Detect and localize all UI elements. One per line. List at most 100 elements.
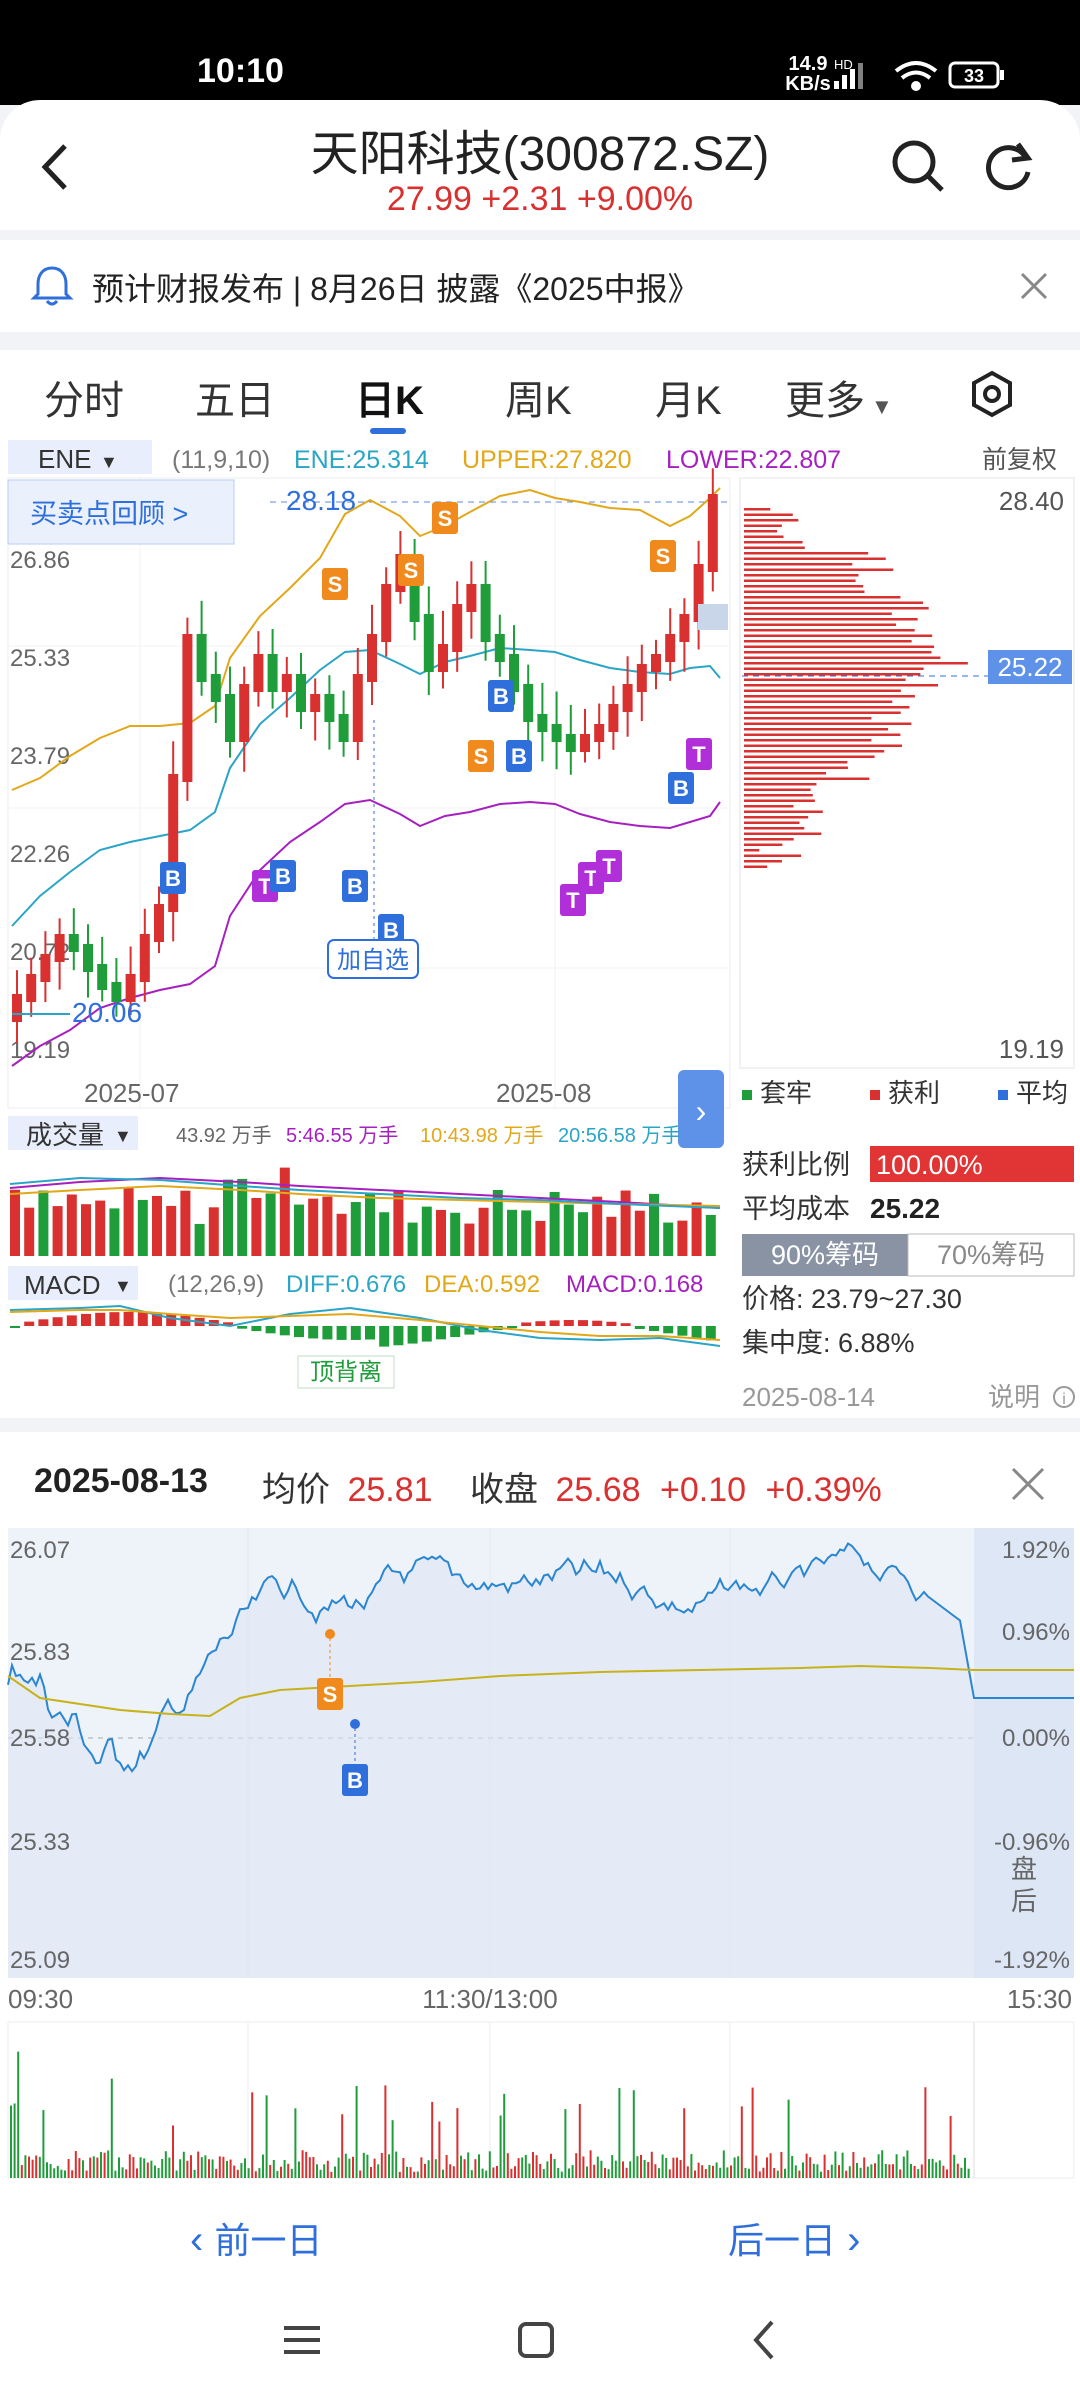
intraday-volume-bar — [305, 2151, 308, 2178]
intraday-volume-bar — [672, 2157, 675, 2178]
chip-bar — [744, 618, 918, 621]
y-left-tick: 25.83 — [10, 1639, 70, 1666]
back-icon[interactable] — [35, 142, 79, 192]
intraday-volume-bar — [920, 2164, 923, 2178]
chip-avg-badge — [988, 650, 1072, 684]
tab-monthly-k[interactable]: 月K — [655, 379, 722, 423]
chip-bar — [744, 783, 817, 786]
home-icon — [518, 2322, 554, 2358]
candle-body — [494, 634, 505, 662]
intraday-volume-bar — [85, 2170, 88, 2178]
tab-intraday[interactable]: 分时 — [44, 379, 124, 423]
intraday-chart[interactable]: S B 26.07 25.83 25.58 25.33 25.09 1.92% … — [0, 1528, 1080, 2208]
macd-bar — [308, 1326, 319, 1339]
intraday-volume-bar — [161, 2158, 164, 2178]
intraday-volume-bar — [488, 2151, 491, 2178]
macd-label: MACD — [24, 1270, 101, 1300]
intraday-volume-bar — [632, 2090, 635, 2178]
intraday-volume-bar — [906, 2150, 909, 2178]
macd-dea: DEA:0.592 — [424, 1271, 540, 1298]
intraday-volume-bar — [542, 2169, 545, 2178]
macd-bar — [464, 1326, 475, 1335]
period-tabs: 分时 五日 日K 周K 月K 更多 ▼ — [0, 350, 1080, 438]
intraday-volume-bar — [312, 2157, 315, 2178]
intraday-volume-bar — [708, 2164, 711, 2178]
intraday-volume-bar — [773, 2168, 776, 2178]
marker-s: S — [322, 568, 348, 600]
profit-ratio-label: 获利比例 — [742, 1150, 850, 1180]
intraday-volume-bar — [334, 2166, 336, 2178]
tab-more[interactable]: 更多 ▼ — [785, 368, 893, 426]
intraday-volume-bar — [510, 2168, 513, 2178]
chip-bar — [744, 843, 783, 846]
prev-day-button[interactable]: ‹ 前一日 — [190, 2212, 322, 2264]
macd-bar — [223, 1322, 233, 1326]
intraday-volume-bar — [233, 2165, 236, 2178]
macd-bar — [322, 1326, 333, 1340]
y-left-tick: 26.07 — [10, 1537, 70, 1564]
volume-bar — [279, 1167, 290, 1256]
candle-body — [281, 674, 292, 692]
intraday-volume-bar — [204, 2155, 207, 2178]
macd-bar — [478, 1326, 489, 1333]
intraday-volume-bar — [427, 2160, 430, 2178]
intraday-volume-bar — [578, 2103, 581, 2178]
intraday-volume-bar — [384, 2085, 387, 2178]
chip-bar — [744, 722, 912, 725]
intraday-date: 2025-08-13 — [34, 1462, 208, 1500]
intraday-volume-bar — [924, 2087, 927, 2178]
macd-bar — [379, 1326, 390, 1347]
intraday-volume-bar — [442, 2169, 444, 2178]
y-right-tick: -0.96% — [994, 1829, 1070, 1856]
intraday-volume-bar — [492, 2167, 495, 2178]
intraday-volume-bar — [895, 2154, 898, 2178]
back-nav-icon — [753, 2320, 774, 2360]
chip-bar — [744, 788, 811, 791]
chip-bar — [744, 678, 906, 681]
intraday-volume-bar — [881, 2150, 884, 2178]
macd-bar — [634, 1326, 645, 1329]
macd-bar — [407, 1326, 418, 1344]
signal-icon — [834, 63, 863, 89]
macd-bar — [649, 1326, 659, 1332]
intraday-volume-bar — [964, 2157, 966, 2178]
intraday-volume-bar — [719, 2167, 722, 2178]
chevron-right-icon: › — [696, 1093, 707, 1129]
macd-bar — [677, 1326, 688, 1336]
y-right-tick: 0.96% — [1002, 1619, 1070, 1646]
intraday-volume-bar — [935, 2162, 938, 2178]
intraday-volume-bar — [694, 2170, 696, 2178]
chip-bar — [744, 684, 939, 687]
svg-text:B: B — [347, 874, 363, 899]
chip-bar — [744, 585, 864, 588]
stock-title: 天阳科技(300872.SZ) — [310, 128, 770, 181]
intraday-volume-bar — [683, 2108, 686, 2178]
notice-banner[interactable]: 预计财报发布 | 8月26日 披露《2025中报》 — [0, 240, 1080, 332]
ene-band — [11, 646, 721, 927]
legend-profit: 获利 — [888, 1078, 940, 1108]
marker-t: T — [596, 850, 622, 882]
volume-bar — [634, 1210, 645, 1256]
next-day-button[interactable]: 后一日 › — [728, 2212, 860, 2264]
intraday-volume-bar — [352, 2156, 354, 2178]
chip-bar — [744, 755, 875, 758]
settings-icon[interactable] — [968, 370, 1016, 418]
volume-bar — [464, 1223, 475, 1256]
close-icon[interactable] — [1018, 270, 1050, 302]
tab-weekly-k[interactable]: 周K — [505, 379, 572, 423]
chip-bar — [744, 552, 869, 555]
intraday-volume-bar — [258, 2168, 261, 2178]
intraday-volume-bar — [24, 2155, 27, 2178]
tab-daily-k[interactable]: 日K — [355, 379, 424, 423]
intraday-volume-bar — [553, 2159, 556, 2178]
profit-ratio-value: 100.00% — [876, 1150, 983, 1180]
chip-bar — [744, 739, 872, 742]
refresh-icon[interactable] — [978, 136, 1038, 196]
net-speed-unit: KB/s — [785, 73, 831, 95]
kline-svg[interactable]: ENE ▼ (11,9,10) ENE:25.314 UPPER:27.820 … — [0, 438, 1080, 1418]
intraday-volume-bar — [287, 2163, 290, 2178]
candle-body — [154, 904, 164, 942]
tab-five-day[interactable]: 五日 — [195, 379, 275, 423]
search-icon[interactable] — [888, 136, 948, 196]
close-icon[interactable] — [1010, 1466, 1046, 1502]
